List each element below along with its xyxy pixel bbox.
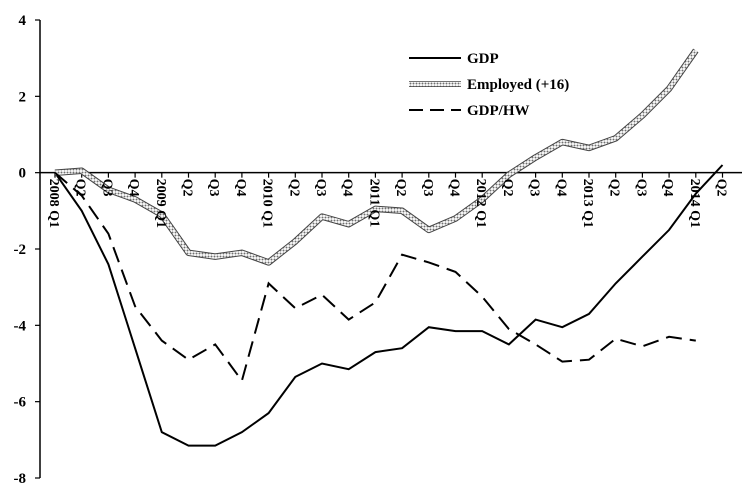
x-tick-label: Q2: [393, 179, 408, 197]
x-tick-label: Q3: [420, 179, 435, 197]
x-tick-label: 2013 Q1: [580, 179, 595, 228]
x-tick-label: Q2: [607, 179, 622, 197]
y-tick-label: -2: [14, 242, 27, 258]
x-tick-label: Q2: [73, 179, 88, 197]
y-tick-label: 0: [19, 166, 27, 182]
axes: 4 2 0 -2 -4 -6 -8: [14, 13, 742, 487]
x-tick-label: Q3: [99, 179, 114, 197]
x-tick-label: Q2: [714, 179, 729, 197]
x-tick-label: 2008 Q1: [46, 179, 61, 228]
x-tick-label: Q2: [500, 179, 515, 197]
x-tick-label: Q4: [340, 179, 355, 197]
y-tick-label: 2: [19, 89, 27, 105]
x-tick-label: 2012 Q1: [473, 179, 488, 228]
x-tick-labels: 2008 Q1 Q2 Q3 Q4 2009 Q1 Q2 Q3 Q4 2010 Q1 Q2 Q3 Q4 2…: [46, 179, 729, 228]
series-line-employed-16: [54, 49, 698, 265]
x-tick-label: Q3: [313, 179, 328, 197]
y-tick-label: -4: [14, 318, 27, 334]
x-tick-label: Q2: [180, 179, 195, 197]
x-tick-label: Q3: [206, 179, 221, 197]
legend: GDP Employed (+16) GDP/HW: [409, 51, 569, 119]
x-tick-label: Q2: [286, 179, 301, 197]
series-line-gdp-hw: [54, 171, 696, 383]
legend-label-gdp: GDP: [467, 51, 499, 67]
series-line-employed-16-outline: [54, 48, 699, 266]
series-line-gdp: [54, 164, 724, 447]
x-tick-label: 2009 Q1: [153, 179, 168, 228]
x-tick-label: 2010 Q1: [260, 179, 275, 228]
x-tick-label: Q4: [126, 179, 141, 197]
y-tick-label: -6: [14, 395, 27, 411]
x-tick-label: 2011 Q1: [366, 179, 381, 228]
x-tick-label: Q3: [633, 179, 648, 197]
x-tick-label: Q4: [553, 179, 568, 197]
x-tick-label: Q4: [233, 179, 248, 197]
series-layer: [54, 48, 724, 447]
y-tick-label: -8: [14, 471, 27, 487]
y-tick-label: 4: [19, 13, 27, 29]
legend-label-gdp-hw: GDP/HW: [467, 103, 530, 119]
x-tick-label: Q4: [660, 179, 675, 197]
legend-label-employed: Employed (+16): [467, 77, 569, 93]
x-tick-label: Q4: [447, 179, 462, 197]
x-tick-label: 2014 Q1: [687, 179, 702, 228]
x-tick-label: Q3: [527, 179, 542, 197]
